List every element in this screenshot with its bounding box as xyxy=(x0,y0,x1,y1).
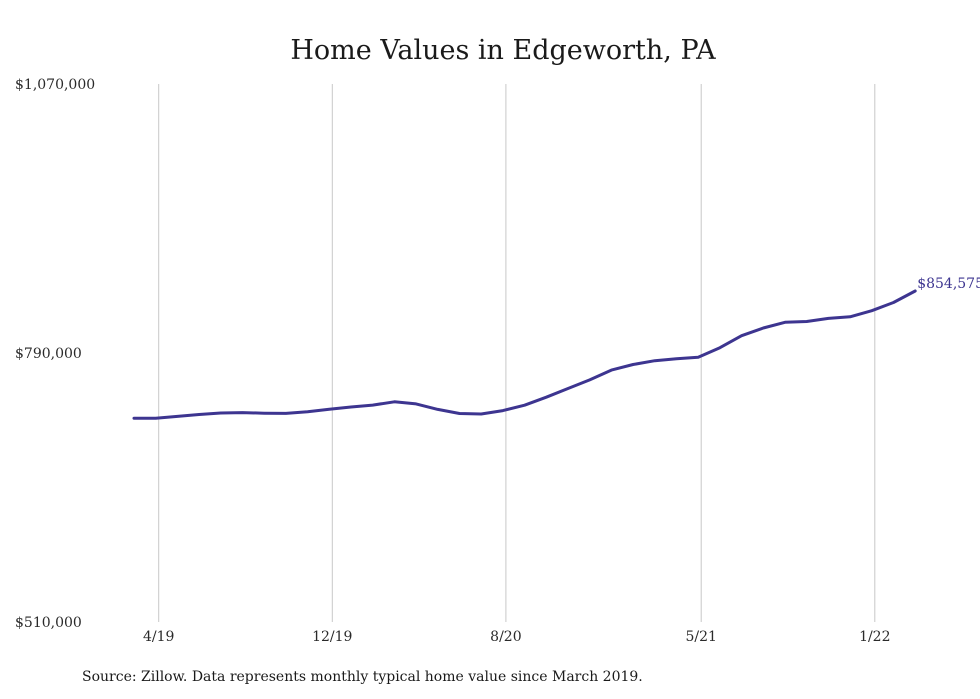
data-point xyxy=(328,408,331,411)
x-tick-label: 1/22 xyxy=(859,629,890,645)
x-tick-label: 12/19 xyxy=(312,629,352,645)
data-point xyxy=(371,404,374,407)
x-tick-label: 8/20 xyxy=(490,629,521,645)
data-point xyxy=(306,410,309,413)
vertical-gridlines xyxy=(158,84,876,622)
data-point xyxy=(198,413,201,416)
data-point xyxy=(567,387,570,390)
data-point xyxy=(588,378,591,381)
data-point xyxy=(176,415,179,418)
data-point xyxy=(545,396,548,399)
data-point xyxy=(458,412,461,415)
data-point xyxy=(740,334,743,337)
data-point xyxy=(350,406,353,409)
data-point xyxy=(762,327,765,330)
data-point xyxy=(805,320,808,323)
latest-value-label: $854,575 xyxy=(917,276,980,292)
data-point xyxy=(154,417,157,420)
data-point xyxy=(415,402,418,405)
data-point xyxy=(718,346,721,349)
data-point xyxy=(675,357,678,360)
data-point xyxy=(219,412,222,415)
data-point xyxy=(263,412,266,415)
data-point xyxy=(241,411,244,414)
data-point xyxy=(393,400,396,403)
y-axis-tick-labels: $1,070,000 $790,000 $510,000 xyxy=(15,77,95,631)
data-point xyxy=(784,321,787,324)
data-point xyxy=(523,404,526,407)
data-point xyxy=(849,315,852,318)
data-point xyxy=(870,309,873,312)
chart-title: Home Values in Edgeworth, PA xyxy=(290,35,716,66)
data-point xyxy=(653,359,656,362)
data-point xyxy=(436,408,439,411)
x-tick-label: 4/19 xyxy=(143,629,174,645)
data-point xyxy=(133,417,136,420)
data-point xyxy=(892,301,895,304)
data-point xyxy=(610,369,613,372)
source-note: Source: Zillow. Data represents monthly … xyxy=(82,669,643,685)
y-tick-label: $510,000 xyxy=(15,615,82,631)
x-axis-tick-labels: 4/19 12/19 8/20 5/21 1/22 xyxy=(143,629,891,645)
data-point xyxy=(480,413,483,416)
y-tick-label: $1,070,000 xyxy=(15,77,95,93)
x-tick-label: 5/21 xyxy=(685,629,716,645)
data-point xyxy=(697,356,700,359)
data-point xyxy=(284,412,287,415)
data-point xyxy=(632,363,635,366)
y-tick-label: $790,000 xyxy=(15,346,82,362)
home-value-line xyxy=(132,289,917,420)
data-point xyxy=(827,317,830,320)
data-point xyxy=(501,409,504,412)
